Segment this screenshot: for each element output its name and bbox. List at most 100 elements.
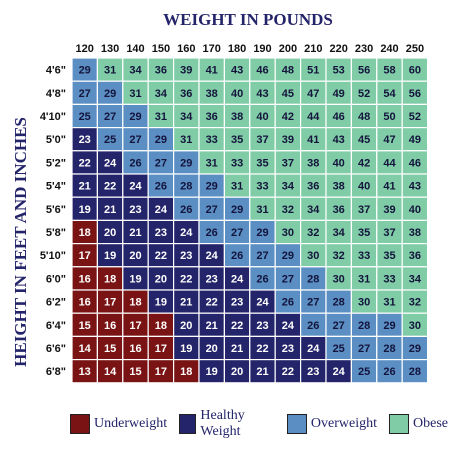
cell-value-label: 28: [180, 181, 192, 193]
cell-value-label: 26: [180, 204, 192, 216]
cell-value-label: 27: [256, 250, 268, 262]
cell-value-label: 43: [256, 88, 268, 100]
cell-value-label: 26: [383, 366, 395, 378]
cell-value-label: 36: [206, 111, 218, 123]
cell-value-label: 14: [104, 366, 117, 378]
cell-value-label: 24: [333, 366, 346, 378]
cell-value-label: 36: [307, 181, 319, 193]
cell-value-label: 22: [104, 181, 116, 193]
legend-swatch-healthy: [179, 414, 197, 434]
cell-value-label: 31: [206, 157, 218, 169]
heatmap-cells: 29 31 34 36 39 41 43 46 48 51 53 56 58 60 27 29 31 34 36 38…: [71, 57, 429, 384]
legend-label-underweight: Underweight: [94, 416, 168, 431]
cell-value-label: 34: [409, 273, 422, 285]
cell-value-label: 22: [231, 320, 243, 332]
cell-value-label: 24: [129, 181, 142, 193]
cell-value-label: 15: [129, 366, 141, 378]
cell-value-label: 48: [358, 111, 370, 123]
cell-value-label: 26: [256, 273, 268, 285]
cell-value-label: 39: [180, 65, 192, 77]
legend-item-underweight: Underweight: [70, 414, 167, 434]
x-tick-label: 250: [406, 43, 424, 55]
cell-value-label: 56: [358, 65, 370, 77]
cell-value-label: 24: [282, 320, 295, 332]
cell-value-label: 25: [79, 111, 91, 123]
cell-value-label: 30: [307, 250, 319, 262]
x-tick-label: 180: [228, 43, 246, 55]
legend-item-overweight: Overweight: [286, 414, 377, 434]
cell-value-label: 24: [231, 273, 244, 285]
cell-value-label: 31: [358, 273, 370, 285]
cell-value-label: 23: [79, 134, 91, 146]
cell-value-label: 32: [282, 204, 294, 216]
cell-value-label: 21: [180, 297, 192, 309]
cell-value-label: 22: [206, 297, 218, 309]
cell-value-label: 30: [282, 227, 294, 239]
cell-value-label: 35: [231, 134, 243, 146]
cell-value-label: 30: [333, 273, 345, 285]
cell-value-label: 34: [333, 227, 346, 239]
cell-value-label: 31: [231, 181, 243, 193]
cell-value-label: 19: [104, 250, 116, 262]
cell-value-label: 28: [307, 273, 319, 285]
cell-value-label: 41: [206, 65, 218, 77]
cell-value-label: 21: [104, 204, 116, 216]
y-tick-label: 5'6": [46, 204, 66, 216]
y-tick-label: 6'8": [46, 366, 66, 378]
cell-value-label: 29: [231, 204, 243, 216]
cell-value-label: 32: [307, 227, 319, 239]
cell-value-label: 35: [383, 250, 395, 262]
cell-value-label: 53: [333, 65, 345, 77]
cell-value-label: 43: [409, 181, 421, 193]
cell-value-label: 37: [358, 204, 370, 216]
cell-value-label: 27: [104, 111, 116, 123]
cell-value-label: 29: [256, 227, 268, 239]
cell-value-label: 29: [79, 65, 91, 77]
cell-value-label: 35: [256, 157, 268, 169]
cell-value-label: 22: [282, 366, 294, 378]
y-tick-label: 4'8": [46, 88, 66, 100]
cell-value-label: 29: [206, 181, 218, 193]
cell-value-label: 29: [155, 134, 167, 146]
cell-value-label: 52: [358, 88, 370, 100]
cell-value-label: 21: [231, 343, 243, 355]
y-tick-label: 4'10": [40, 111, 66, 123]
cell-value-label: 40: [409, 204, 421, 216]
cell-value-label: 18: [104, 273, 116, 285]
cell-value-label: 27: [333, 320, 345, 332]
legend-label-healthy: Healthy Weight: [200, 408, 245, 439]
cell-value-label: 28: [383, 343, 395, 355]
legend-swatch-overweight: [286, 414, 307, 434]
cell-value-label: 29: [409, 343, 421, 355]
cell-value-label: 47: [307, 88, 319, 100]
x-tick-label: 170: [203, 43, 221, 55]
cell-value-label: 42: [282, 111, 294, 123]
cell-value-label: 20: [180, 320, 192, 332]
cell-value-label: 25: [333, 343, 345, 355]
cell-value-label: 29: [282, 250, 294, 262]
cell-value-label: 46: [409, 157, 421, 169]
cell-value-label: 20: [155, 273, 167, 285]
cell-value-label: 29: [104, 88, 116, 100]
cell-value-label: 34: [155, 88, 168, 100]
cell-value-label: 18: [79, 227, 91, 239]
cell-value-label: 27: [79, 88, 91, 100]
x-tick-label: 130: [101, 43, 119, 55]
cell-value-label: 28: [333, 297, 345, 309]
cell-value-label: 18: [129, 297, 141, 309]
y-tick-label: 5'10": [40, 250, 66, 262]
cell-value-label: 39: [383, 204, 395, 216]
cell-value-label: 36: [409, 250, 421, 262]
cell-value-label: 27: [282, 273, 294, 285]
cell-value-label: 36: [155, 65, 167, 77]
cell-value-label: 26: [231, 250, 243, 262]
cell-value-label: 27: [307, 297, 319, 309]
cell-value-label: 31: [155, 111, 167, 123]
cell-value-label: 32: [333, 250, 345, 262]
cell-value-label: 13: [79, 366, 91, 378]
cell-value-label: 41: [307, 134, 319, 146]
x-tick-label: 230: [355, 43, 373, 55]
cell-value-label: 49: [409, 134, 421, 146]
cell-value-label: 24: [180, 227, 193, 239]
